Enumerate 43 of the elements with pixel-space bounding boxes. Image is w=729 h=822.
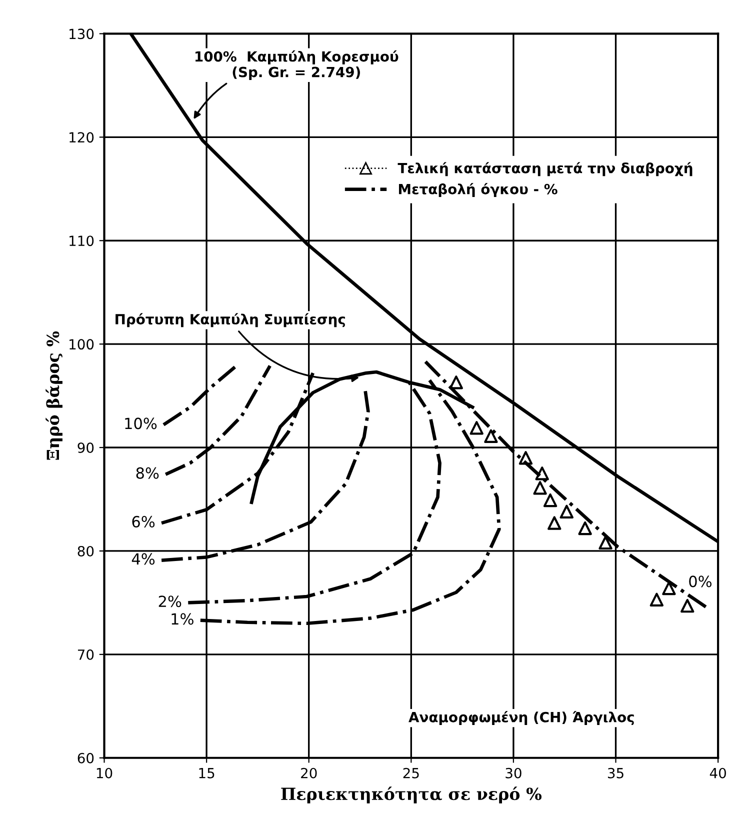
y-axis-title: Ξηρό βάρος % [46, 331, 62, 460]
series-label: 8% [136, 467, 159, 479]
point [518, 451, 533, 465]
legend-label: Τελική κατάσταση μετά την διαβροχή [398, 162, 692, 176]
y-tick-label: 110 [70, 236, 94, 246]
series-label: 10% [125, 418, 157, 430]
series-label: 4% [132, 553, 155, 565]
series-label: 0% [689, 576, 712, 588]
y-tick-label: 130 [70, 28, 94, 40]
annotation: Πρότυπη Καμπύλη Συμπίεσης [116, 313, 345, 328]
series-label: 2% [158, 596, 182, 608]
point [470, 421, 484, 435]
y-tick-label: 120 [70, 132, 94, 143]
x-tick-label: 10 [96, 768, 112, 778]
point [484, 429, 498, 443]
x-tick-label: 30 [506, 768, 522, 778]
point [680, 598, 694, 613]
x-tick-label: 35 [608, 768, 624, 778]
point [535, 466, 549, 480]
annotation: Αναμορφωμένη (CH) Άργιλος [408, 711, 634, 726]
point [662, 581, 676, 596]
point [598, 536, 612, 550]
point [533, 481, 547, 495]
point [578, 521, 592, 536]
series-label: 1% [172, 613, 194, 625]
point [449, 375, 464, 390]
y-tick-label: 90 [78, 442, 94, 453]
point [543, 493, 558, 508]
annotation: 100% Καμπύλη Κορεσμού (Sp. Gr. = 2.749) [196, 50, 398, 80]
series-label: 6% [132, 516, 155, 528]
x-axis-title: Περιεκτηκότητα σε νερό % [281, 786, 542, 804]
y-tick-label: 100 [70, 339, 94, 350]
x-tick-label: 15 [199, 768, 214, 778]
point [650, 592, 664, 606]
point [548, 516, 562, 530]
annotation: Μεταβολή όγκου - % [398, 183, 558, 198]
y-tick-label: 60 [78, 752, 94, 764]
x-tick-label: 20 [301, 768, 317, 778]
y-tick-label: 80 [78, 546, 94, 556]
x-tick-label: 25 [403, 768, 419, 778]
point [560, 504, 574, 519]
y-tick-label: 70 [78, 649, 94, 660]
x-tick-label: 40 [710, 768, 726, 778]
